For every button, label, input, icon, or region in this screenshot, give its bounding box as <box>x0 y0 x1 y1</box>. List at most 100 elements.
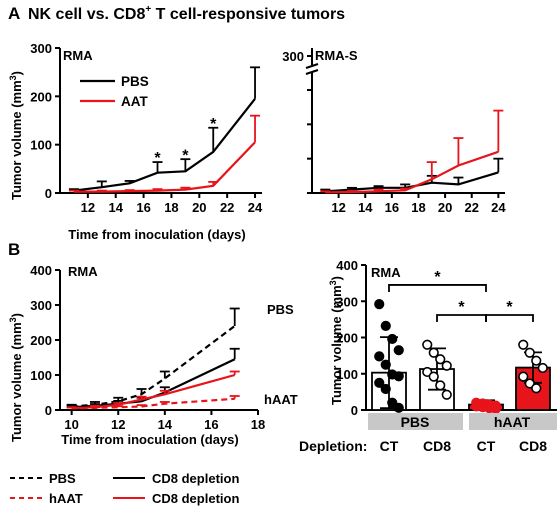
data-point <box>422 339 433 350</box>
chart-title-b-bar: RMA <box>371 265 401 280</box>
y-tick-label: 100 <box>30 368 52 383</box>
panel-a-title: NK cell vs. CD8+ T cell-responsive tumor… <box>28 4 345 23</box>
y-tick-label: 0 <box>45 186 52 201</box>
y-tick-label: 300 <box>30 298 52 313</box>
y-tick-label: 100 <box>30 138 52 153</box>
y-tick-label: 200 <box>30 333 52 348</box>
panel-b-bar-chart: RMA 0 100 200 300 400 * * * PBS hAAT Depletion… <box>299 258 557 454</box>
panel-a-xlabel: Time from inoculation (days) <box>68 227 245 242</box>
data-point <box>537 362 548 374</box>
group-label-haat: hAAT <box>494 414 531 430</box>
data-point <box>393 345 404 356</box>
data-point <box>490 403 501 415</box>
x-tick-label: 10 <box>64 417 78 432</box>
y-tick-label: 200 <box>336 331 358 346</box>
panel-a-rmas-chart: RMA-S 300 12 14 16 18 20 22 24 <box>282 48 506 215</box>
data-point <box>374 351 385 362</box>
b-line-series-line-3 <box>71 397 235 410</box>
x-tick-label: 12 <box>81 200 95 215</box>
significance-bracket <box>388 284 487 292</box>
data-point <box>531 355 542 366</box>
category-cd8-haat: CD8 <box>519 438 547 454</box>
a-rma-series-line-0 <box>73 98 256 192</box>
group-band-pbs <box>368 413 463 430</box>
significance-star: * <box>434 269 441 286</box>
significance-star: * <box>182 147 189 164</box>
chart-title-rmas: RMA-S <box>315 48 358 63</box>
data-point <box>387 333 398 345</box>
x-tick-label: 12 <box>111 417 125 432</box>
data-point <box>518 339 529 350</box>
panel-b-letter: B <box>8 240 20 259</box>
data-point <box>435 354 446 365</box>
legend-label-aat: AAT <box>121 94 148 109</box>
data-point <box>380 383 391 395</box>
panel-a-ylabel: Tumor volume (mm3) <box>8 71 24 200</box>
data-point <box>441 360 452 371</box>
group-band-haat <box>469 413 557 430</box>
data-point <box>428 371 439 382</box>
x-tick-label: 20 <box>192 200 206 215</box>
legend-bottom-haat: hAAT <box>49 491 83 506</box>
a-rma-series-line-1 <box>73 141 256 193</box>
significance-star: * <box>458 299 465 316</box>
line-label-pbs: PBS <box>267 302 294 317</box>
y-tick-label: 200 <box>30 89 52 104</box>
legend-bottom-pbs: PBS <box>49 471 76 486</box>
y-tick-label: 300 <box>336 294 358 309</box>
significance-star: * <box>154 150 161 167</box>
data-point <box>380 320 391 332</box>
axis-break-mark <box>305 69 319 75</box>
y-tick-label: 400 <box>336 258 358 273</box>
significance-bracket <box>436 314 487 323</box>
bottom-legend: PBS hAAT CD8 depletion CD8 depletion <box>10 471 239 506</box>
data-point <box>387 397 398 408</box>
panel-a-letter: A <box>8 4 20 23</box>
y-tick-label: 100 <box>336 367 358 382</box>
data-point <box>393 402 404 413</box>
x-tick-label: 14 <box>358 200 373 215</box>
chart-title-b-line: RMA <box>68 264 98 279</box>
x-tick-label: 12 <box>331 200 345 215</box>
data-point <box>374 377 385 388</box>
panel-b-bar-ylabel: Tumor volume (mm3) <box>328 276 344 405</box>
data-point <box>380 359 391 370</box>
data-point <box>524 347 535 358</box>
legend-bottom-cd8-black: CD8 depletion <box>152 471 239 486</box>
panel-a-rma-chart: RMA PBS AAT 0 100 200 300 12 14 16 18 20 22 24 * * * <box>30 41 263 215</box>
data-point <box>441 389 452 400</box>
x-tick-label: 16 <box>136 200 150 215</box>
category-cd8-pbs: CD8 <box>423 438 451 454</box>
panel-b-line-chart: RMA PBS hAAT 0 100 200 300 400 10 12 14 16 18 <box>30 263 297 432</box>
x-tick-label: 18 <box>164 200 178 215</box>
x-tick-label: 14 <box>108 200 123 215</box>
x-tick-label: 16 <box>204 417 218 432</box>
y-tick-label: 0 <box>351 403 358 418</box>
panel-b-ylabel: Tumor volume (mm3) <box>8 313 24 442</box>
depletion-label: Depletion: <box>299 438 367 454</box>
b-line-series-line-0 <box>71 325 236 408</box>
x-tick-label: 18 <box>251 417 265 432</box>
y-tick-label: 300 <box>30 41 52 56</box>
legend-a-rma: PBS AAT <box>80 74 149 109</box>
x-tick-label: 14 <box>158 417 173 432</box>
y-tick-label: 400 <box>30 263 52 278</box>
x-tick-label: 18 <box>411 200 425 215</box>
y-tick-label: 0 <box>45 403 52 418</box>
legend-bottom-cd8-red: CD8 depletion <box>152 491 239 506</box>
x-tick-label: 20 <box>438 200 452 215</box>
category-ct-pbs: CT <box>380 438 399 454</box>
category-ct-haat: CT <box>477 438 496 454</box>
x-tick-label: 22 <box>464 200 478 215</box>
legend-label-pbs: PBS <box>121 74 149 89</box>
panel-b-xlabel: Time from inoculation (days) <box>61 432 238 447</box>
chart-title-rma: RMA <box>63 48 93 63</box>
x-tick-label: 24 <box>248 200 263 215</box>
line-label-haat: hAAT <box>264 392 298 407</box>
x-tick-label: 22 <box>220 200 234 215</box>
data-point <box>518 371 529 382</box>
y-tick-label: 300 <box>282 49 304 64</box>
significance-star: * <box>506 299 513 316</box>
x-tick-label: 16 <box>385 200 399 215</box>
group-label-pbs: PBS <box>401 414 430 430</box>
